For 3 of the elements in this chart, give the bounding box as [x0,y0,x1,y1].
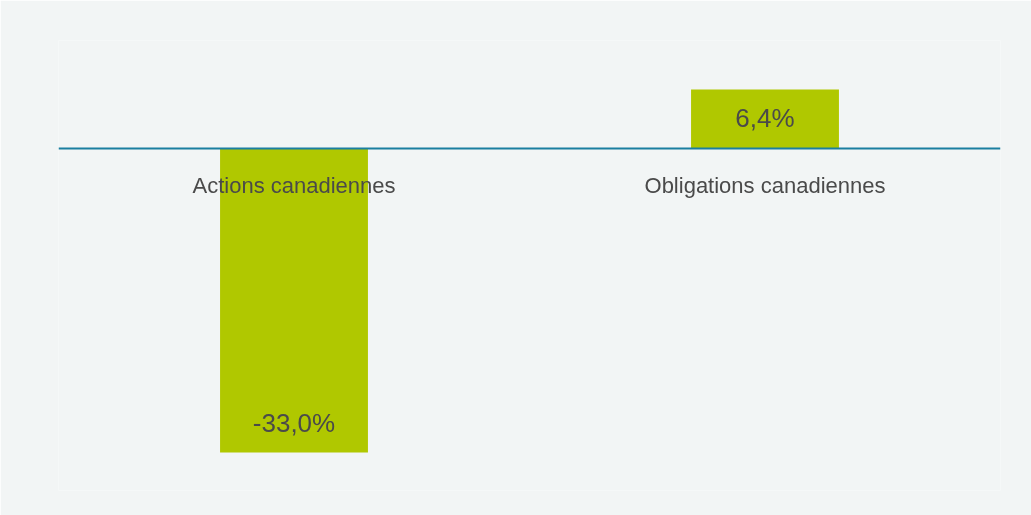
data-label: 6,4% [735,103,795,134]
data-label: -33,0% [252,408,336,439]
x-tick-label: Obligations canadiennes [644,172,886,198]
